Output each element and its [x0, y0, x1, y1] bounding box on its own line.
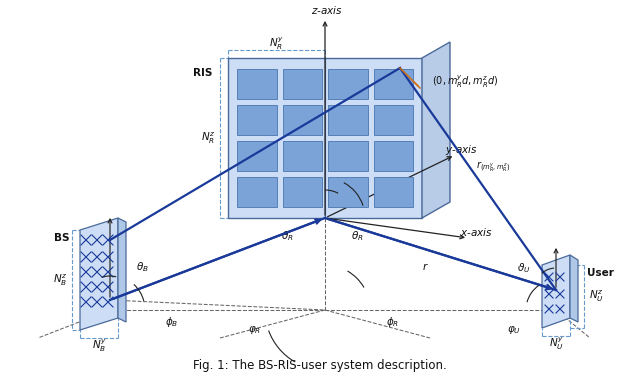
Bar	[374, 105, 413, 135]
Text: $\phi_R$: $\phi_R$	[387, 315, 399, 329]
Bar	[282, 177, 322, 207]
Text: $N_U^y$: $N_U^y$	[548, 336, 563, 352]
Polygon shape	[118, 218, 126, 322]
Text: $\theta_R$: $\theta_R$	[351, 229, 364, 243]
Text: $\varphi_U$: $\varphi_U$	[507, 324, 521, 336]
Bar	[237, 105, 276, 135]
Text: $y$-axis: $y$-axis	[445, 143, 477, 157]
Text: $\vartheta_U$: $\vartheta_U$	[517, 261, 531, 275]
Polygon shape	[422, 42, 450, 218]
Bar	[237, 141, 276, 171]
Bar	[328, 141, 367, 171]
Bar	[282, 141, 322, 171]
Text: $z$-axis: $z$-axis	[311, 4, 343, 16]
Bar	[374, 69, 413, 99]
Bar	[374, 177, 413, 207]
Text: $\varphi_R$: $\varphi_R$	[248, 324, 262, 336]
Text: $r_{(m_R^y,m_R^z)}$: $r_{(m_R^y,m_R^z)}$	[476, 159, 510, 174]
Polygon shape	[80, 218, 118, 330]
Polygon shape	[228, 58, 422, 218]
Text: $N_R^y$: $N_R^y$	[269, 36, 284, 52]
Bar	[282, 69, 322, 99]
Text: $\phi_B$: $\phi_B$	[165, 315, 179, 329]
Bar	[328, 69, 367, 99]
Text: $\vartheta_R$: $\vartheta_R$	[280, 229, 293, 243]
Bar	[237, 177, 276, 207]
Text: $r$: $r$	[422, 261, 428, 271]
Text: User: User	[587, 268, 613, 278]
Polygon shape	[542, 255, 570, 328]
Bar	[282, 105, 322, 135]
Text: BS: BS	[54, 233, 70, 243]
Text: $N_B^y$: $N_B^y$	[92, 338, 106, 354]
Polygon shape	[570, 255, 578, 322]
Text: $(0, m_R^y d, m_R^z d)$: $(0, m_R^y d, m_R^z d)$	[432, 74, 499, 90]
Text: Fig. 1: The BS-RIS-user system description.: Fig. 1: The BS-RIS-user system descripti…	[193, 359, 447, 373]
Text: RIS: RIS	[193, 68, 212, 78]
Text: $x$-axis: $x$-axis	[460, 226, 492, 238]
Text: $N_B^z$: $N_B^z$	[52, 272, 67, 288]
Text: $\theta_B$: $\theta_B$	[136, 260, 148, 274]
Text: $N_R^z$: $N_R^z$	[201, 130, 215, 146]
Bar	[237, 69, 276, 99]
Text: $N_U^z$: $N_U^z$	[589, 288, 604, 304]
Bar	[328, 177, 367, 207]
Bar	[374, 141, 413, 171]
Bar	[328, 105, 367, 135]
